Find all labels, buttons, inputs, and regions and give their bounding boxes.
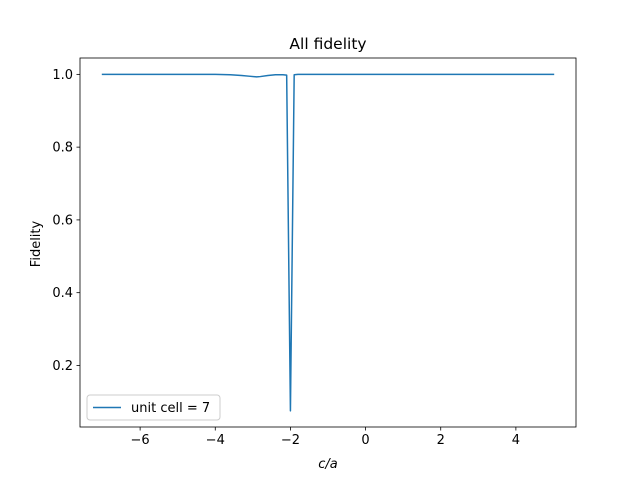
legend-label: unit cell = 7 [131,401,210,416]
x-tick-label: −6 [131,433,150,448]
series-line-0 [101,73,555,412]
y-tick-label: 0.2 [52,359,73,374]
y-tick-label: 1.0 [52,68,73,83]
legend-box [86,394,221,421]
y-tick-label: 0.8 [52,141,73,156]
x-tick-label: 0 [361,433,369,448]
y-tick-label: 0.4 [52,286,73,301]
x-tick-label: 2 [437,433,445,448]
y-axis-label: Fidelity [29,220,44,267]
axes-frame [79,57,577,428]
chart-title: All fidelity [289,35,366,53]
x-tick-label: −2 [281,433,300,448]
plot-area: −6 −4 −2 0 2 4 0.2 0.4 0.6 0.8 1.0 unit cell = 7 [52,57,577,448]
x-tick-label: −4 [206,433,225,448]
x-tick-label: 4 [512,433,520,448]
y-tick-label: 0.6 [52,213,73,228]
x-axis-label: c/a [318,457,338,472]
